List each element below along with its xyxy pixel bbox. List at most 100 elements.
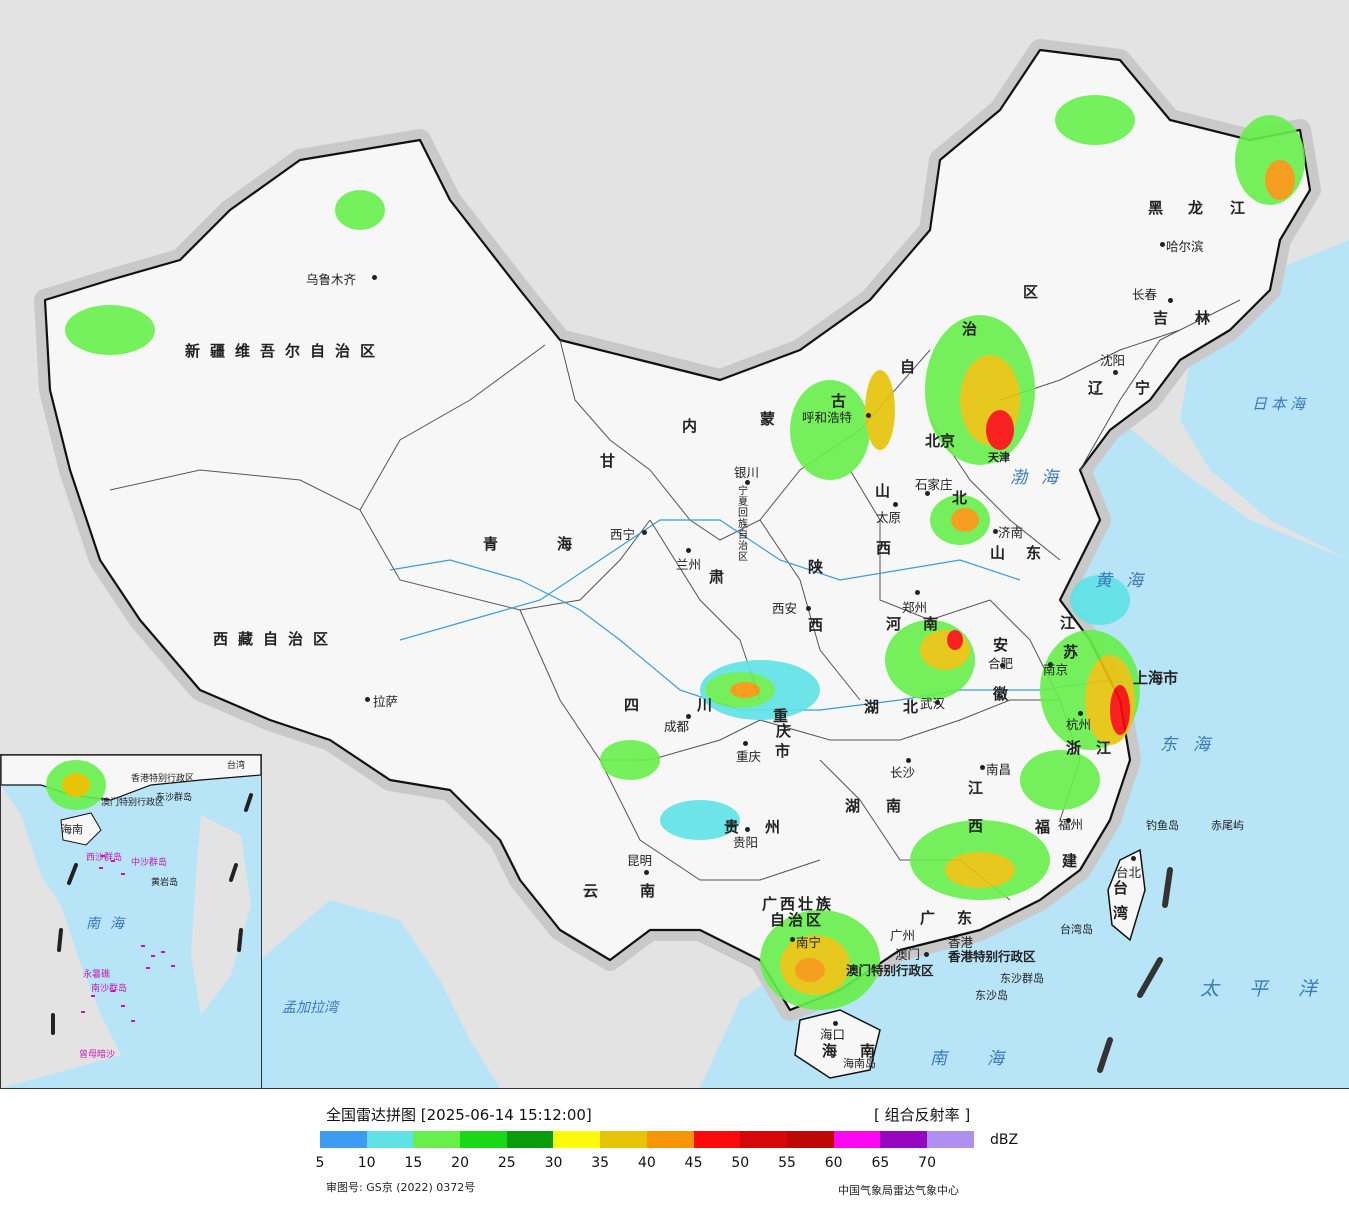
inset-label-dongsha: 东沙群岛 <box>156 793 193 803</box>
label-neimeng-5: 治 <box>962 320 978 338</box>
label-dongshadao: 东沙岛 <box>975 989 1008 1002</box>
label-shanxi-2: 西 <box>876 539 892 557</box>
legend-color-cell <box>646 1131 694 1148</box>
label-macau-city: 澳门 <box>895 947 921 962</box>
label-heilongjiang-1: 黑 <box>1148 199 1164 217</box>
label-shanghai: 上海市 <box>1133 669 1179 687</box>
label-shaanxi-2: 西 <box>808 616 824 634</box>
label-guizhou-1: 贵 <box>724 818 740 836</box>
bay-of-bengal <box>260 900 500 1088</box>
label-kunming: 昆明 <box>627 853 653 868</box>
sea-east <box>700 350 1349 1088</box>
label-ningxia: 宁夏回族自治区 <box>738 486 748 563</box>
label-shanxi-1: 山 <box>875 482 891 500</box>
legend-color-cell <box>600 1131 647 1148</box>
inset-label-hainan: 海南 <box>61 823 83 836</box>
label-yunnan-2: 南 <box>640 882 656 900</box>
label-hainan-1: 海 <box>822 1042 838 1060</box>
label-hohhot: 呼和浩特 <box>802 410 853 425</box>
label-hainandao: 海南岛 <box>843 1057 876 1070</box>
dot-changchun <box>1168 298 1173 303</box>
label-nanhai: 南海 <box>930 1049 1044 1069</box>
label-lhasa: 拉萨 <box>373 694 399 709</box>
label-heilongjiang-2: 龙 <box>1188 199 1204 217</box>
label-taipei: 台北 <box>1116 865 1142 880</box>
label-ribenhai: 日本海 <box>1252 395 1310 413</box>
dot-urumqi <box>372 275 377 280</box>
label-jinan: 济南 <box>998 525 1024 540</box>
dot-chengdu <box>686 714 691 719</box>
legend-panel: 全国雷达拼图 [2025-06-14 15:12:00] [ 组合反射率 ] d… <box>0 1089 1349 1208</box>
label-hunan-1: 湖 <box>845 797 861 815</box>
legend-product: [ 组合反射率 ] <box>874 1106 971 1124</box>
label-anhui-2: 徽 <box>993 685 1009 703</box>
label-jilin-1: 吉 <box>1153 309 1169 327</box>
label-neimeng-4: 自 <box>900 358 916 376</box>
legend-unit: dBZ <box>990 1132 1019 1148</box>
label-nanning: 南宁 <box>796 935 822 950</box>
legend-tick-label: 45 <box>684 1155 703 1171</box>
label-neimeng-1: 内 <box>682 417 698 435</box>
label-tianjin: 天津 <box>988 451 1010 464</box>
china-land <box>43 48 1312 1012</box>
legend-color-cell <box>833 1131 881 1148</box>
label-zhejiang-2: 江 <box>1096 739 1112 757</box>
dot-nanning <box>790 937 795 942</box>
label-beijing: 北京 <box>925 432 956 450</box>
label-sichuan-1: 四 <box>624 696 640 714</box>
legend-color-cell <box>506 1131 554 1148</box>
label-hubei-2: 北 <box>903 698 919 716</box>
label-macau-sar: 澳门特别行政区 <box>846 963 934 978</box>
legend-tick-label: 55 <box>778 1155 796 1171</box>
dot-hangzhou <box>1078 711 1083 716</box>
label-anhui-1: 安 <box>993 636 1009 654</box>
legend-color-cell <box>366 1131 414 1148</box>
label-wuhan: 武汉 <box>920 696 946 711</box>
label-xinjiang: 新疆维吾尔自治区 <box>185 342 386 360</box>
dot-changsha <box>906 758 911 763</box>
inset-label-nansha: 南沙群岛 <box>91 984 128 994</box>
label-yunnan-1: 云 <box>583 882 599 900</box>
inset-label-xisha: 西沙群岛 <box>86 853 123 863</box>
label-qinghai-2: 海 <box>557 535 573 553</box>
label-shaanxi-1: 陕 <box>808 558 824 576</box>
taiwan-island <box>1107 848 1146 942</box>
label-chongqing-3: 市 <box>775 742 791 760</box>
dot-hefei <box>1000 663 1005 668</box>
inset-label-zhongsha: 中沙群岛 <box>131 858 168 868</box>
label-liaoning-1: 辽 <box>1088 379 1104 397</box>
legend-title: 全国雷达拼图 [2025-06-14 15:12:00] <box>326 1106 592 1124</box>
label-gansu-1: 甘 <box>600 452 616 470</box>
legend-color-cell <box>693 1131 741 1148</box>
label-hongkong-sar: 香港特别行政区 <box>948 949 1036 964</box>
label-harbin: 哈尔滨 <box>1166 239 1204 254</box>
dot-fuzhou <box>1066 818 1071 823</box>
label-guiyang: 贵阳 <box>733 835 759 850</box>
dot-nanjing <box>1048 662 1053 667</box>
hainan-island <box>794 1009 881 1079</box>
dot-harbin <box>1160 242 1165 247</box>
label-mengjialawan: 孟加拉湾 <box>282 1000 338 1016</box>
legend-color-cell <box>320 1131 367 1148</box>
label-henan-1: 河 <box>886 615 902 633</box>
label-changsha: 长沙 <box>890 765 916 780</box>
label-huanghai: 黄海 <box>1095 571 1157 591</box>
label-guangxi-1: 广西壮族 <box>762 895 835 913</box>
label-hefei: 合肥 <box>988 656 1014 671</box>
label-hubei-1: 湖 <box>864 698 880 716</box>
label-guangzhou: 广州 <box>890 928 916 943</box>
label-urumqi: 乌鲁木齐 <box>306 272 357 287</box>
inset-canvas <box>1 755 261 1088</box>
label-xizang: 西藏自治区 <box>213 630 339 648</box>
label-shandong-1: 山 <box>990 544 1006 562</box>
legend-tick-label: 50 <box>731 1155 750 1171</box>
label-shandong-2: 东 <box>1026 544 1042 562</box>
label-sichuan-2: 川 <box>697 696 713 714</box>
dot-guangzhou <box>924 952 929 957</box>
label-donghai: 东海 <box>1160 735 1226 755</box>
label-hongkong-city: 香港 <box>948 935 974 950</box>
legend-color-cell <box>413 1131 461 1148</box>
label-heilongjiang-3: 江 <box>1230 199 1246 217</box>
label-shenyang: 沈阳 <box>1100 353 1126 368</box>
label-jiangsu-1: 江 <box>1060 614 1076 632</box>
